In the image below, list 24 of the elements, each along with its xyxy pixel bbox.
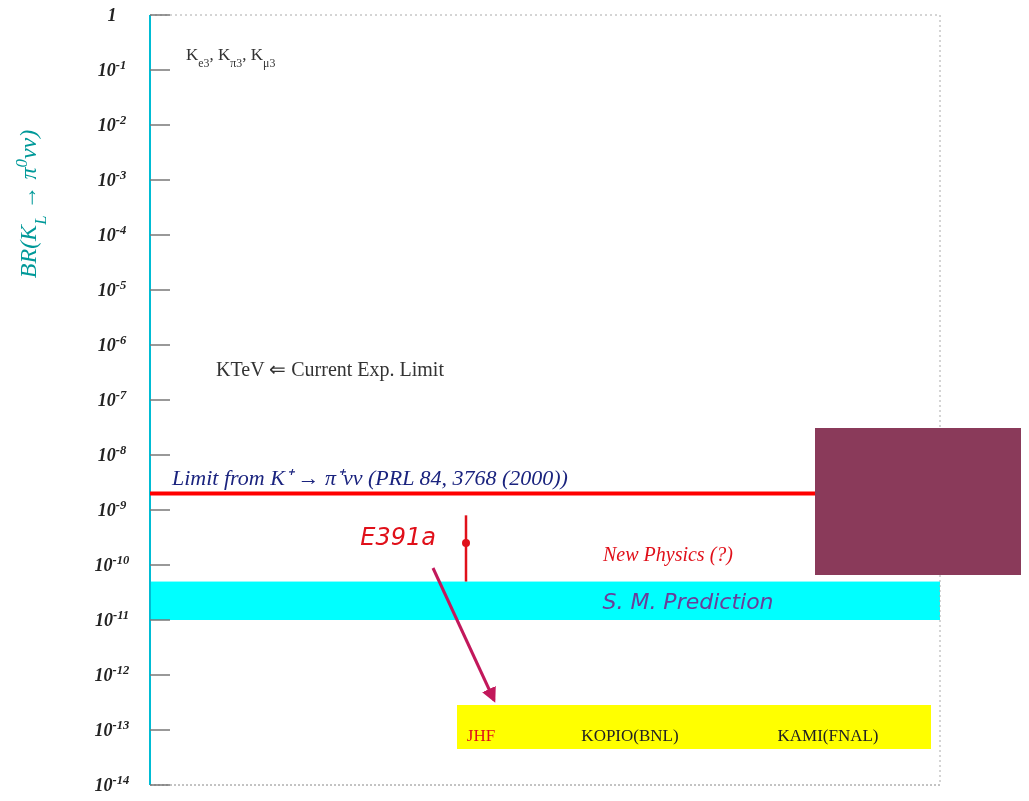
y-tick-label: 10$^{-7}$ [97,388,127,410]
series-label: E391a [360,523,436,552]
y-tick-label: 10$^{-13}$ [94,718,130,740]
y-tick-label: 10$^{-1}$ [97,58,127,80]
y-tick-label: 10$^{-9}$ [97,498,127,520]
annotation: New Physics (?) [602,543,734,566]
y-tick-label: 10$^{-3}$ [97,168,127,190]
band-label: S. M. Prediction [602,588,774,614]
y-tick-label: 1 [107,5,117,25]
y-tick-label: 10$^{-12}$ [94,663,131,685]
y-tick-label: 10$^{-10}$ [94,553,131,575]
annotation: KAMI(FNAL) [777,726,879,745]
y-tick-label: 10$^{-2}$ [97,113,127,135]
y-tick-label: 10$^{-6}$ [97,333,127,355]
ref-line-label: Limit from K⁺ → π⁺νν (PRL 84, 3768 (2000)) [171,465,568,491]
y-tick-label: 10$^{-11}$ [94,608,130,630]
annotation: KTeV ⇐ Current Exp. Limit [216,358,445,381]
annotation: JHF [466,726,496,745]
annotation: KOPIO(BNL) [581,726,679,745]
annotation: K$_{e3}$, K$_{π3}$, K$_{μ3}$ [186,45,276,70]
y-tick-label: 10$^{-5}$ [97,278,127,300]
y-tick-label: 10$^{-8}$ [97,443,127,465]
y-tick-label: 10$^{-4}$ [97,223,127,245]
y-tick-label: 10$^{-14}$ [94,773,130,795]
